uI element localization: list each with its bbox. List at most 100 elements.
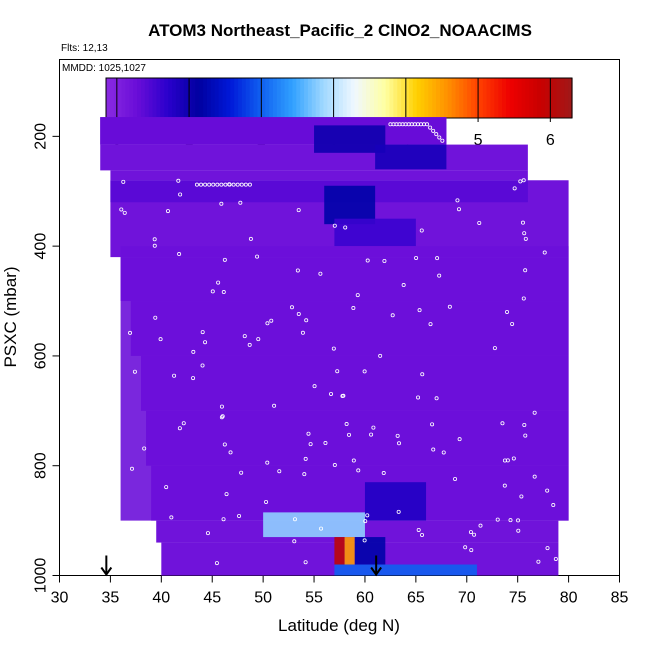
sample-point: [219, 201, 224, 206]
sample-point: [221, 517, 226, 522]
sample-point: [153, 315, 158, 320]
sample-point: [401, 283, 406, 288]
sample-point: [463, 545, 468, 550]
colorbar-tick-label: 6: [546, 132, 555, 149]
colorbar-swatch: [471, 78, 476, 118]
sample-point: [319, 526, 324, 531]
sample-point: [203, 182, 208, 187]
curtain-cell: [344, 537, 355, 565]
colorbar-swatch: [354, 78, 360, 118]
x-tick-label: 45: [203, 590, 221, 607]
flights-label: Flts: 12,13: [61, 43, 108, 54]
sample-point: [247, 182, 252, 187]
sample-point: [468, 530, 473, 535]
colorbar-swatch: [195, 78, 200, 118]
sample-point: [431, 128, 436, 133]
sample-point: [200, 330, 205, 335]
colorbar-swatch: [482, 78, 488, 118]
sample-point: [219, 415, 224, 420]
colorbar-swatch: [556, 78, 561, 118]
colorbar-swatch: [269, 78, 274, 118]
arrow-marker-head: [370, 566, 382, 577]
sample-point: [420, 372, 425, 377]
sample-point: [221, 290, 226, 295]
curtain-cell: [354, 537, 386, 565]
colorbar-swatch: [315, 78, 321, 118]
colorbar-swatch: [245, 78, 251, 118]
colorbar-swatch: [564, 78, 569, 118]
colorbar-swatch: [214, 78, 220, 118]
sample-point: [332, 223, 337, 228]
colorbar-swatch: [443, 78, 449, 118]
sample-point: [216, 280, 221, 285]
sample-point: [478, 523, 483, 528]
colorbar-swatch: [199, 78, 204, 118]
colorbar-swatch: [377, 78, 383, 118]
curtain-cell: [110, 170, 528, 181]
sample-point: [219, 182, 224, 187]
colorbar-swatch: [241, 78, 247, 118]
sample-point: [237, 513, 242, 518]
colorbar-swatch: [346, 78, 352, 118]
colorbar-swatch: [428, 78, 433, 118]
y-axis: 200 400 600 800 1000: [33, 123, 60, 593]
colorbar-tick-label: 5: [474, 132, 483, 149]
colorbar-swatch: [412, 78, 418, 118]
sample-point: [414, 255, 419, 260]
chart-title: ATOM3 Northeast_Pacific_2 ClNO2_NOAACIMS: [148, 21, 532, 40]
sample-point: [292, 539, 297, 544]
curtain-cell: [120, 246, 569, 521]
sample-point: [129, 466, 134, 471]
sample-point: [255, 254, 260, 259]
sample-point: [516, 528, 521, 533]
colorbar-swatch: [486, 78, 492, 118]
colorbar-swatch: [206, 78, 212, 118]
colorbar-swatch: [160, 78, 165, 118]
colorbar-swatch: [350, 78, 356, 118]
colorbar-swatch: [144, 78, 150, 118]
sample-point: [227, 182, 232, 187]
colorbar-swatch: [393, 78, 398, 118]
y-tick-label: 200: [33, 123, 50, 150]
sample-point: [522, 423, 527, 428]
sample-point: [519, 494, 524, 499]
colorbar-swatch: [408, 78, 414, 118]
sample-point: [256, 337, 261, 342]
colorbar-swatch: [342, 78, 348, 118]
colorbar-swatch: [210, 78, 216, 118]
sample-point: [272, 403, 277, 408]
sample-point: [211, 182, 216, 187]
sample-point: [264, 499, 269, 504]
sample-point: [248, 236, 253, 241]
colorbar-swatch: [156, 78, 161, 118]
sample-point: [532, 474, 537, 479]
sample-point: [243, 182, 248, 187]
colorbar-swatch: [327, 78, 332, 118]
x-tick-label: 30: [51, 590, 69, 607]
sample-point: [545, 546, 550, 551]
colorbar-swatch: [300, 78, 305, 118]
sample-point: [437, 273, 442, 278]
sample-point: [434, 132, 439, 137]
sample-point: [522, 231, 527, 236]
colorbar-swatch: [319, 78, 325, 118]
curtain-plot: [100, 117, 569, 576]
colorbar-swatch: [168, 78, 173, 118]
colorbar-swatch: [164, 78, 169, 118]
sample-point: [492, 346, 497, 351]
colorbar: 0123456: [105, 77, 573, 149]
colorbar-swatch: [218, 78, 224, 118]
sample-point: [362, 538, 367, 543]
colorbar-swatch: [533, 78, 538, 118]
colorbar-swatch: [521, 78, 526, 118]
sample-point: [296, 311, 301, 316]
colorbar-swatch: [560, 78, 565, 118]
colorbar-swatch: [296, 78, 301, 118]
sample-point: [296, 208, 301, 213]
y-tick-label: 600: [33, 342, 50, 369]
colorbar-swatch: [129, 78, 134, 118]
colorbar-swatch: [463, 78, 468, 118]
sample-point: [224, 492, 229, 497]
colorbar-swatch: [261, 78, 266, 118]
sample-point: [511, 456, 516, 461]
